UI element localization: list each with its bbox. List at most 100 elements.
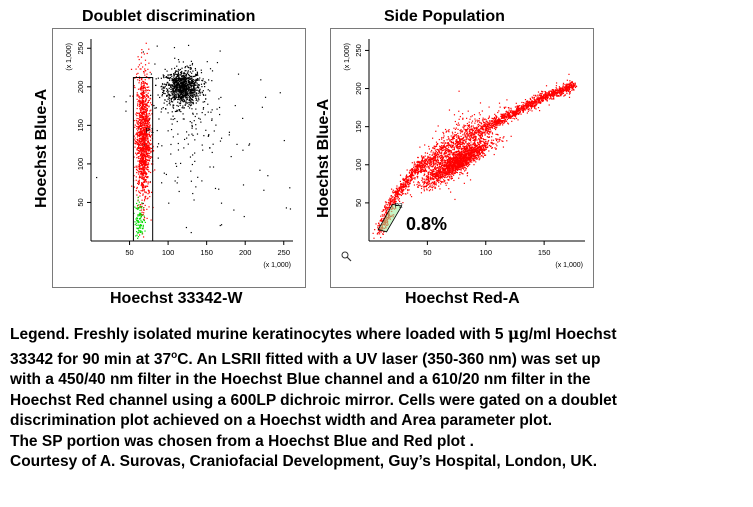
data-point <box>143 189 145 191</box>
data-point <box>411 178 414 180</box>
data-point <box>143 92 146 94</box>
data-point <box>417 156 419 159</box>
data-point <box>140 162 142 164</box>
data-point <box>147 144 149 146</box>
data-point <box>178 102 181 104</box>
data-point <box>146 150 148 152</box>
data-point <box>510 107 512 109</box>
data-point <box>140 213 143 216</box>
data-point <box>453 135 455 137</box>
data-point <box>190 98 193 100</box>
data-point <box>167 74 169 76</box>
data-point <box>141 116 143 118</box>
data-point <box>145 152 147 154</box>
data-point <box>172 87 174 89</box>
data-point <box>548 92 550 94</box>
data-point <box>149 117 151 120</box>
data-point <box>468 121 470 123</box>
data-point <box>502 115 504 117</box>
data-point <box>196 86 199 89</box>
data-point <box>449 150 451 152</box>
data-point <box>191 89 193 91</box>
data-point <box>503 117 505 120</box>
data-point <box>144 81 146 84</box>
data-point <box>147 176 149 178</box>
data-point <box>177 101 179 103</box>
data-point <box>443 146 445 148</box>
data-point <box>565 88 568 90</box>
data-point <box>172 104 174 106</box>
data-point <box>519 105 521 107</box>
data-point <box>216 108 218 110</box>
data-point <box>202 78 204 80</box>
data-point <box>185 74 188 76</box>
data-point <box>475 127 477 129</box>
data-point <box>506 111 509 113</box>
data-point <box>144 221 146 224</box>
data-point <box>529 97 531 100</box>
data-point <box>147 193 149 195</box>
data-point <box>435 156 437 158</box>
data-point <box>210 111 212 113</box>
data-point <box>407 179 409 181</box>
data-point <box>149 124 151 126</box>
data-point <box>188 102 190 104</box>
data-point <box>461 141 463 143</box>
data-point <box>145 186 147 188</box>
data-point <box>179 78 181 80</box>
data-point <box>169 84 171 86</box>
data-point <box>474 120 477 122</box>
data-point <box>562 90 564 92</box>
data-point <box>194 81 196 83</box>
data-point <box>396 192 398 194</box>
data-point <box>379 219 382 221</box>
data-point <box>179 99 181 101</box>
data-point <box>512 113 514 115</box>
data-point <box>148 118 150 120</box>
data-point <box>484 130 487 132</box>
data-point <box>173 78 175 81</box>
data-point <box>141 142 144 145</box>
data-point <box>146 136 149 138</box>
data-point <box>192 87 195 89</box>
data-point <box>138 115 140 117</box>
data-point <box>474 127 476 129</box>
data-point <box>202 149 204 151</box>
data-point <box>180 79 182 81</box>
data-point <box>183 76 185 79</box>
data-point <box>148 191 150 193</box>
data-point <box>541 100 543 103</box>
data-point <box>406 182 408 185</box>
data-point <box>180 86 182 88</box>
data-point <box>141 81 143 84</box>
data-point <box>145 153 147 155</box>
data-point <box>138 143 140 146</box>
data-point <box>138 95 140 97</box>
data-point <box>185 131 188 133</box>
data-point <box>182 90 184 92</box>
data-point <box>173 78 175 80</box>
data-point <box>194 69 197 71</box>
data-point <box>523 108 526 110</box>
data-point <box>137 130 139 132</box>
data-point <box>193 75 195 78</box>
data-point <box>531 103 533 105</box>
data-point <box>138 80 141 82</box>
data-point <box>180 93 182 95</box>
data-point <box>378 233 381 235</box>
data-point <box>441 160 443 162</box>
data-point <box>145 195 147 197</box>
data-point <box>142 227 144 229</box>
data-point <box>421 158 423 161</box>
data-point <box>141 221 144 224</box>
data-point <box>135 207 137 209</box>
data-point <box>455 123 458 125</box>
data-point <box>427 159 430 161</box>
data-point <box>502 121 504 123</box>
data-point <box>212 143 214 145</box>
data-point <box>395 193 398 195</box>
data-point <box>572 88 575 91</box>
data-point <box>185 97 187 99</box>
data-point <box>175 82 177 84</box>
data-point <box>450 135 452 137</box>
